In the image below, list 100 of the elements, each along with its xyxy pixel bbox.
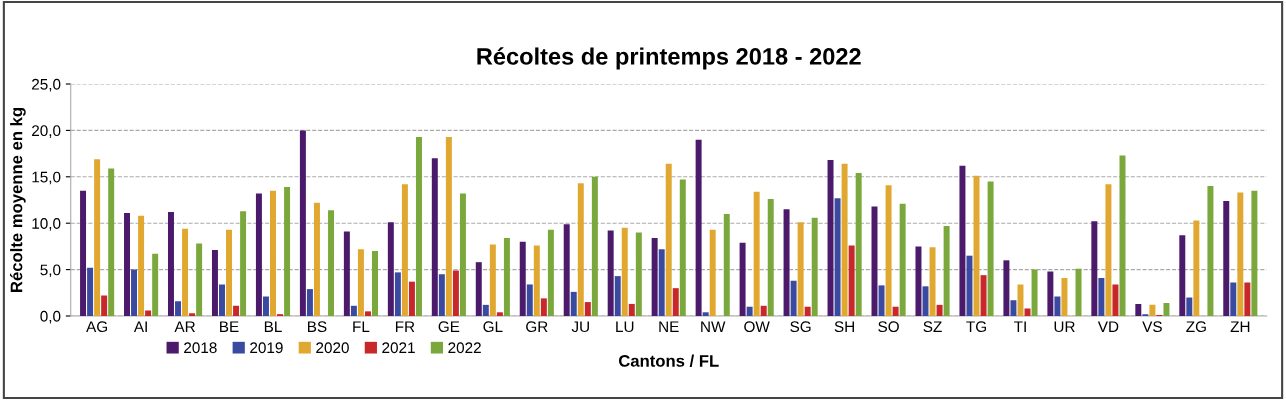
bar: [577, 183, 584, 316]
x-tick-label: AG: [86, 321, 108, 333]
bar: [1024, 308, 1031, 316]
bar: [767, 199, 774, 316]
bar: [811, 217, 818, 316]
bar: [1135, 303, 1142, 316]
chart-title: Récoltes de printemps 2018 - 2022: [477, 47, 861, 70]
bar: [489, 244, 496, 316]
y-tick-label: 0,0: [40, 310, 61, 324]
bar: [211, 250, 218, 316]
bar: [621, 227, 628, 316]
bar: [101, 295, 108, 316]
bar: [1163, 303, 1170, 316]
y-tick-label: 20,0: [32, 125, 61, 138]
bar: [226, 229, 233, 316]
bar: [783, 209, 790, 316]
bar: [452, 270, 459, 316]
bar: [1047, 271, 1054, 316]
bar: [299, 130, 306, 316]
bar: [1017, 284, 1024, 316]
x-tick-label: SZ: [923, 321, 942, 333]
bar: [679, 179, 686, 316]
x-tick-label: BS: [308, 321, 327, 333]
x-tick-label: UR: [1054, 321, 1075, 333]
bar: [431, 158, 438, 316]
bar: [445, 136, 452, 316]
bar: [387, 222, 394, 316]
bar: [328, 210, 335, 316]
y-tick-label: 5,0: [40, 264, 61, 278]
y-tick-label: 10,0: [32, 218, 61, 231]
y-tick-label: 15,0: [32, 171, 61, 185]
bar: [885, 185, 892, 316]
x-tick-label: BE: [220, 321, 239, 332]
bar: [797, 222, 804, 316]
x-tick-label: LU: [616, 321, 634, 333]
bar: [651, 238, 658, 316]
bar: [357, 249, 364, 316]
bar: [892, 306, 899, 316]
bar: [167, 212, 174, 316]
bar: [584, 302, 591, 316]
bar: [438, 274, 445, 316]
bar: [959, 165, 966, 316]
y-tick-label: 25,0: [32, 78, 61, 92]
bar: [628, 303, 635, 316]
bar: [284, 187, 291, 316]
x-tick-label: AR: [174, 321, 195, 332]
bar: [313, 202, 320, 316]
x-tick-label: GE: [438, 321, 460, 333]
bar: [760, 305, 767, 316]
y-axis-title: Récolte moyenne en kg: [9, 108, 26, 292]
bar: [695, 139, 702, 316]
x-tick-label: TG: [966, 321, 986, 333]
bar: [635, 232, 642, 316]
bar: [1098, 277, 1105, 316]
x-tick-label: SG: [790, 321, 811, 333]
bar: [804, 306, 811, 316]
bar: [723, 213, 730, 316]
bar: [980, 275, 987, 316]
bar: [1193, 220, 1200, 316]
bar: [614, 276, 621, 316]
bar: [1179, 235, 1186, 316]
bar: [665, 163, 672, 316]
bar: [145, 310, 152, 316]
x-tick-label: NW: [701, 321, 726, 332]
legend-label: 2021: [382, 342, 415, 354]
bar: [408, 281, 415, 316]
bar: [841, 163, 848, 316]
bar: [262, 296, 269, 316]
bar: [790, 280, 797, 316]
bar: [1112, 284, 1119, 316]
bar: [240, 211, 247, 316]
bar: [672, 288, 679, 316]
bar: [943, 225, 950, 316]
bar: [401, 184, 408, 316]
bar: [827, 160, 834, 316]
x-tick-label: SH: [834, 321, 854, 333]
x-tick-label: BL: [264, 321, 282, 332]
bar: [936, 304, 943, 316]
bar: [1119, 155, 1126, 316]
bar: [1061, 277, 1068, 316]
bar: [1244, 282, 1251, 316]
bar: [855, 173, 862, 316]
bar: [152, 253, 159, 316]
x-tick-label: FL: [353, 321, 370, 332]
x-tick-label: VD: [1097, 321, 1119, 332]
bar: [350, 305, 357, 316]
x-tick-label: TI: [1014, 321, 1026, 332]
bar: [607, 230, 614, 316]
bar: [131, 269, 138, 316]
bar: [394, 272, 401, 316]
bar: [1031, 269, 1038, 316]
bar: [987, 181, 994, 316]
bar: [503, 238, 510, 316]
bar: [563, 224, 570, 316]
bar: [899, 203, 906, 316]
bar: [80, 190, 87, 316]
bar: [1003, 260, 1010, 316]
bar: [753, 191, 760, 316]
bar: [1230, 282, 1237, 316]
bar: [702, 312, 709, 316]
